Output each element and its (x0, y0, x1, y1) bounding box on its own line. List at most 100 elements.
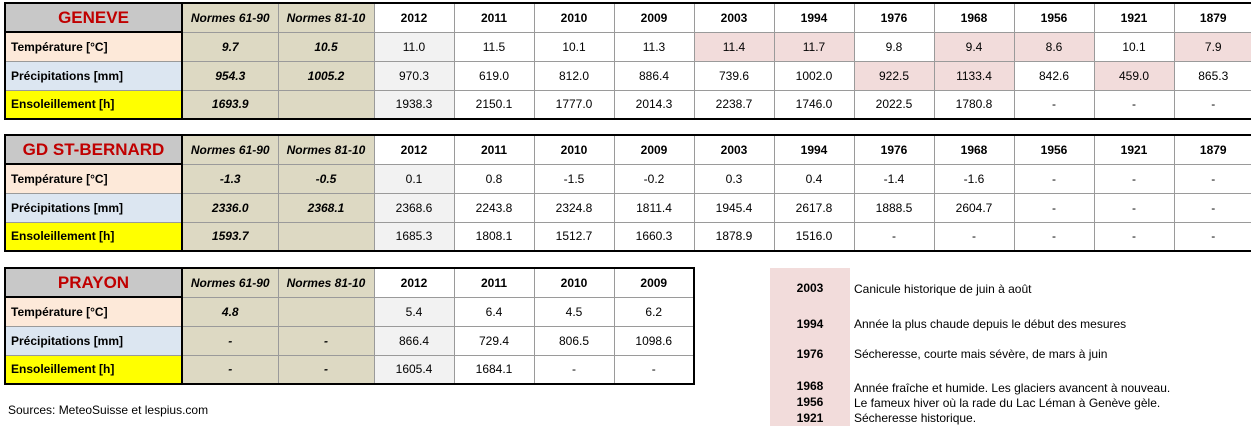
table-cell: 9.4 (933, 31, 1015, 62)
table-cell: 1516.0 (773, 221, 855, 252)
table-cell: - (1173, 89, 1251, 120)
table-cell: 1512.7 (533, 221, 615, 252)
table-cell: 2022.5 (853, 89, 935, 120)
col-header: 1956 (1013, 134, 1095, 165)
legend-text: Sécheresse historique. (854, 411, 977, 425)
col-header: 2011 (453, 267, 535, 298)
table-cell: 729.4 (453, 325, 535, 356)
table-cell: 2368.6 (373, 192, 455, 223)
events-legend: 2003 Canicule historique de juin à août … (770, 268, 1210, 426)
legend-item: 1968 Année fraîche et humide. Les glacie… (770, 369, 1210, 395)
legend-item: 1921 Sécheresse historique. (770, 410, 1210, 426)
col-header: Normes 81-10 (277, 2, 375, 33)
legend-item: 1994 Année la plus chaude depuis le débu… (770, 309, 1210, 339)
table-cell: - (277, 325, 375, 356)
table-cell: 1605.4 (373, 354, 455, 385)
table-cell (277, 89, 375, 120)
row-label: Précipitations [mm] (4, 60, 183, 91)
table-cell: 2014.3 (613, 89, 695, 120)
table-cell: - (1013, 89, 1095, 120)
station-name: GENEVE (4, 2, 183, 33)
table-cell: 2324.8 (533, 192, 615, 223)
table-cell: 2604.7 (933, 192, 1015, 223)
col-header: 2011 (453, 2, 535, 33)
col-header: 1921 (1093, 134, 1175, 165)
col-header: 1956 (1013, 2, 1095, 33)
table-cell (277, 221, 375, 252)
table-cell: - (1013, 163, 1095, 194)
col-header: 1879 (1173, 2, 1251, 33)
row-label: Température [°C] (4, 31, 183, 62)
table-cell: 866.4 (373, 325, 455, 356)
col-header: 1976 (853, 2, 935, 33)
row-label: Précipitations [mm] (4, 192, 183, 223)
col-header: 2009 (613, 134, 695, 165)
col-header: 1976 (853, 134, 935, 165)
table-cell: 2368.1 (277, 192, 375, 223)
table-cell: - (1093, 192, 1175, 223)
table-cell: -1.6 (933, 163, 1015, 194)
station-name: PRAYON (4, 267, 183, 298)
table-row: Précipitations [mm] - - 866.4 729.4 806.… (4, 325, 695, 356)
table-cell: 1685.3 (373, 221, 455, 252)
table-cell: 1098.6 (613, 325, 695, 356)
table-cell: 2336.0 (181, 192, 279, 223)
table-cell: -1.5 (533, 163, 615, 194)
legend-text: Le fameux hiver où la rade du Lac Léman … (854, 395, 1161, 410)
table-cell: - (1173, 192, 1251, 223)
table-cell: - (181, 354, 279, 385)
table-cell: 812.0 (533, 60, 615, 91)
col-header: Normes 61-90 (181, 2, 279, 33)
table-cell: - (277, 354, 375, 385)
table-cell: 1945.4 (693, 192, 775, 223)
legend-year: 1956 (770, 395, 850, 410)
col-header: 1879 (1173, 134, 1251, 165)
col-header: Normes 61-90 (181, 267, 279, 298)
table-cell: 2150.1 (453, 89, 535, 120)
table-cell (277, 296, 375, 327)
table-cell: 1693.9 (181, 89, 279, 120)
prayon-header-row: PRAYON Normes 61-90 Normes 81-10 2012 20… (4, 267, 695, 298)
table-cell: 954.3 (181, 60, 279, 91)
table-cell: 886.4 (613, 60, 695, 91)
table-cell: - (853, 221, 935, 252)
table-cell: - (181, 325, 279, 356)
table-cell: 10.1 (533, 31, 615, 62)
col-header: 1968 (933, 134, 1015, 165)
table-cell: 2238.7 (693, 89, 775, 120)
table-cell: -1.3 (181, 163, 279, 194)
legend-item: 1976 Sécheresse, courte mais sévère, de … (770, 339, 1210, 369)
table-cell: - (613, 354, 695, 385)
row-label: Précipitations [mm] (4, 325, 183, 356)
table-cell: - (1093, 163, 1175, 194)
table-cell: 8.6 (1013, 31, 1095, 62)
table-row: Ensoleillement [h] 1593.7 1685.3 1808.1 … (4, 221, 1251, 252)
table-cell: 739.6 (693, 60, 775, 91)
table-cell: - (1093, 221, 1175, 252)
table-cell: 1002.0 (773, 60, 855, 91)
legend-year: 2003 (770, 268, 850, 309)
station-name: GD ST-BERNARD (4, 134, 183, 165)
table-cell: 619.0 (453, 60, 535, 91)
row-label: Température [°C] (4, 296, 183, 327)
geneve-table: GENEVE Normes 61-90 Normes 81-10 2012 20… (4, 2, 1251, 120)
legend-year: 1921 (770, 410, 850, 426)
bernard-header-row: GD ST-BERNARD Normes 61-90 Normes 81-10 … (4, 134, 1251, 165)
table-cell: 10.1 (1093, 31, 1175, 62)
table-cell: 11.5 (453, 31, 535, 62)
col-header: 2003 (693, 134, 775, 165)
col-header: Normes 81-10 (277, 134, 375, 165)
table-cell: 6.4 (453, 296, 535, 327)
table-row: Précipitations [mm] 2336.0 2368.1 2368.6… (4, 192, 1251, 223)
table-row: Ensoleillement [h] 1693.9 1938.3 2150.1 … (4, 89, 1251, 120)
table-cell: 5.4 (373, 296, 455, 327)
table-cell: 2617.8 (773, 192, 855, 223)
legend-text: Sécheresse, courte mais sévère, de mars … (854, 347, 1108, 361)
col-header: Normes 61-90 (181, 134, 279, 165)
table-cell: - (1013, 221, 1095, 252)
table-cell: 1777.0 (533, 89, 615, 120)
col-header: Normes 81-10 (277, 267, 375, 298)
table-cell: 1593.7 (181, 221, 279, 252)
table-cell: - (1093, 89, 1175, 120)
legend-text: Année fraîche et humide. Les glaciers av… (854, 381, 1171, 395)
